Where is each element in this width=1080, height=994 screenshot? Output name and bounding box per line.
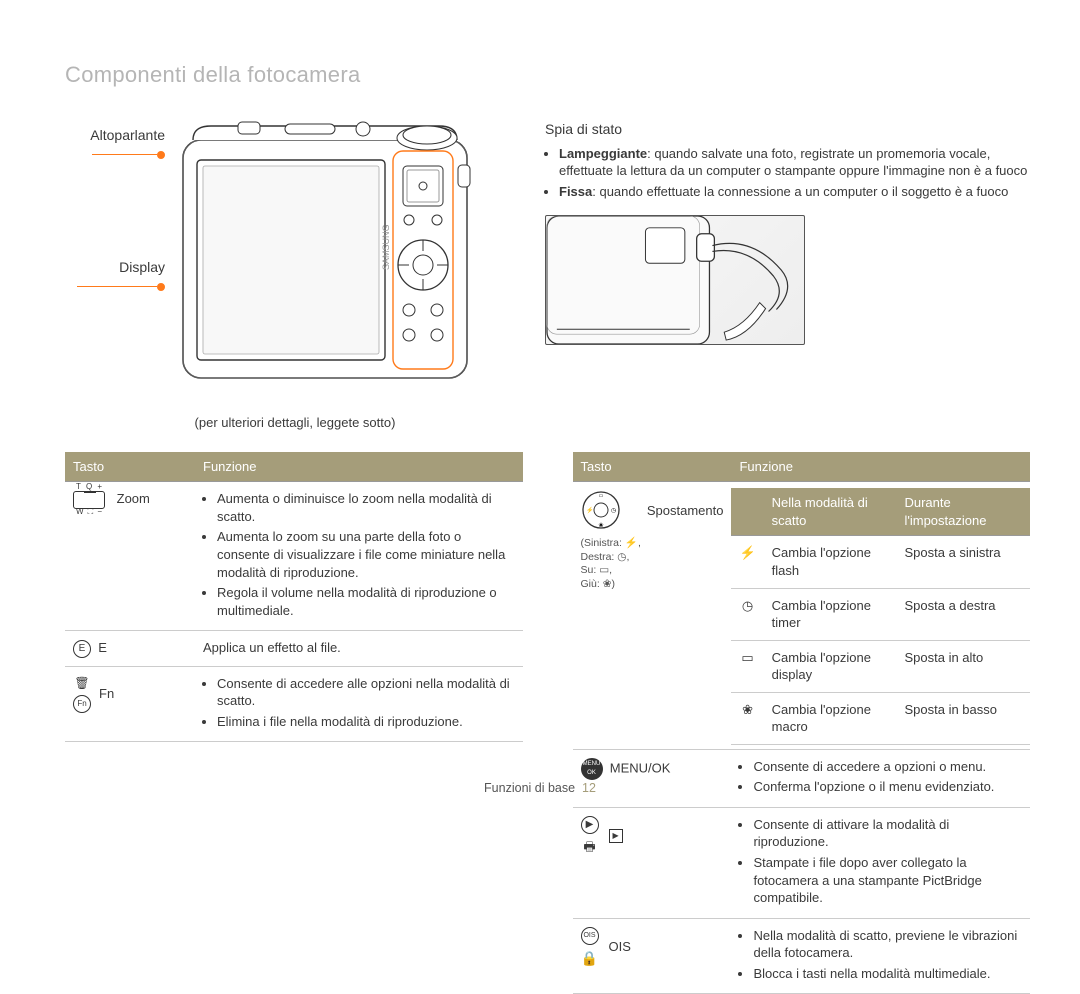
timer-icon: ◷: [731, 588, 763, 640]
svg-text:SAMSUNG: SAMSUNG: [381, 224, 391, 270]
camera-diagram-block: Altoparlante Display: [65, 120, 475, 432]
inner-col1: Nella modalità di scatto: [764, 488, 897, 536]
e-label: E: [98, 640, 107, 655]
menu-label: MENU/OK: [610, 760, 671, 775]
nav-hints: (Sinistra: ⚡, Destra: ◷, Su: ▭, Giù: ❀): [581, 537, 641, 592]
cell-e-func: Applica un effetto al file.: [195, 631, 523, 667]
ois-label: OIS: [609, 938, 631, 956]
inner-col2: Durante l'impostazione: [896, 488, 1030, 536]
strap-closeup-illustration: [545, 215, 805, 345]
play-b1: Consente di attivare la modalità di ripr…: [753, 816, 1022, 851]
left-key-table: Tasto Funzione TQ+ W⛶− Zoom Aumenta o di…: [65, 452, 523, 743]
left-table-col: Tasto Funzione TQ+ W⛶− Zoom Aumenta o di…: [65, 452, 523, 994]
footer-label: Funzioni di base: [484, 781, 575, 795]
cell-play-func: Consente di attivare la modalità di ripr…: [731, 807, 1030, 918]
page-footer: Funzioni di base 12: [0, 780, 1080, 797]
svg-text:⚡: ⚡: [586, 506, 593, 514]
label-display-text: Display: [119, 259, 165, 275]
tables-row: Tasto Funzione TQ+ W⛶− Zoom Aumenta o di…: [65, 452, 1030, 994]
cell-zoom-key: TQ+ W⛶− Zoom: [65, 482, 195, 631]
svg-text:▭: ▭: [598, 493, 603, 499]
row-ois: OIS 🔒 OIS Nella modalità di scatto, prev…: [573, 918, 1031, 994]
fn-label: Fn: [99, 685, 114, 703]
zoom-rocker-icon: TQ+ W⛶−: [73, 491, 105, 509]
row-fn: 🗑 Fn Fn Consente di accedere alle opzion…: [65, 666, 523, 742]
nav-dial-icon: ▭ ❀ ⚡ ◷: [581, 490, 621, 530]
zoom-b3: Regola il volume nella modalità di ripro…: [217, 584, 515, 619]
status-title: Spia di stato: [545, 120, 1030, 139]
cell-ois-func: Nella modalità di scatto, previene le vi…: [731, 918, 1030, 994]
cell-fn-func: Consente di accedere alle opzioni nella …: [195, 666, 523, 742]
th-func: Funzione: [195, 452, 523, 482]
play-circle-icon: ▶: [581, 816, 599, 834]
th-func: Funzione: [731, 452, 1030, 482]
row-menu: MENUOK MENU/OK Consente di accedere a op…: [573, 749, 1031, 807]
page-title: Componenti della fotocamera: [65, 60, 1030, 90]
th-key: Tasto: [573, 452, 732, 482]
flash-icon: ⚡: [625, 537, 638, 549]
row-nav: ▭ ❀ ⚡ ◷ (Sinistra: ⚡, Destra: ◷, Su: ▭, …: [573, 482, 1031, 749]
fn-b2: Elimina i file nella modalità di riprodu…: [217, 713, 515, 731]
status-led-block: Spia di stato Lampeggiante: quando salva…: [545, 120, 1030, 432]
svg-text:❀: ❀: [598, 522, 603, 529]
cell-menu-key: MENUOK MENU/OK: [573, 749, 732, 807]
menu-b1: Consente di accedere a opzioni o menu.: [753, 758, 1022, 776]
cell-play-key: ▶ 🖶: [573, 807, 732, 918]
top-row: Altoparlante Display: [65, 120, 1030, 432]
cell-ois-key: OIS 🔒 OIS: [573, 918, 732, 994]
status-blinking-label: Lampeggiante: [559, 146, 647, 161]
row-zoom: TQ+ W⛶− Zoom Aumenta o diminuisce lo zoo…: [65, 482, 523, 631]
cell-e-key: E E: [65, 631, 195, 667]
trash-icon: 🗑: [74, 675, 89, 691]
zoom-b1: Aumenta o diminuisce lo zoom nella modal…: [217, 490, 515, 525]
label-speaker-text: Altoparlante: [90, 127, 165, 143]
display-icon: ▭: [731, 640, 763, 692]
ois-button-icon: OIS: [581, 927, 599, 945]
diagram-caption: (per ulteriori dettagli, leggete sotto): [115, 414, 475, 432]
camera-back-illustration: SAMSUNG: [175, 120, 475, 405]
play-b2: Stampate i file dopo aver collegato la f…: [753, 854, 1022, 907]
zoom-label: Zoom: [117, 491, 150, 506]
row-play: ▶ 🖶 Consente di attivare la modalità di …: [573, 807, 1031, 918]
status-fixed-text: : quando effettuate la connessione a un …: [592, 184, 1008, 199]
zoom-b2: Aumenta lo zoom su una parte della foto …: [217, 528, 515, 581]
right-key-table: Tasto Funzione ▭ ❀ ⚡ ◷: [573, 452, 1031, 994]
label-display: Display: [65, 258, 165, 296]
display-icon: ▭: [599, 564, 609, 576]
right-table-col: Tasto Funzione ▭ ❀ ⚡ ◷: [573, 452, 1031, 994]
cell-nav-func: Nella modalità di scatto Durante l'impos…: [731, 482, 1030, 749]
row-e: E E Applica un effetto al file.: [65, 631, 523, 667]
cell-menu-func: Consente di accedere a opzioni o menu. C…: [731, 749, 1030, 807]
status-fixed: Fissa: quando effettuate la connessione …: [559, 183, 1030, 201]
status-bullets: Lampeggiante: quando salvate una foto, r…: [545, 145, 1030, 201]
svg-text:◷: ◷: [611, 508, 616, 514]
play-square-icon: [609, 829, 623, 843]
th-key: Tasto: [65, 452, 195, 482]
e-button-icon: E: [73, 640, 91, 658]
ois-b1: Nella modalità di scatto, previene le vi…: [753, 927, 1022, 962]
print-icon: 🖶: [583, 838, 595, 856]
macro-icon: ❀: [603, 578, 612, 590]
cell-nav-key: ▭ ❀ ⚡ ◷ (Sinistra: ⚡, Destra: ◷, Su: ▭, …: [573, 482, 732, 749]
cell-fn-key: 🗑 Fn Fn: [65, 666, 195, 742]
macro-icon: ❀: [731, 692, 763, 744]
menu-ok-icon: MENUOK: [581, 758, 603, 780]
lock-icon: 🔒: [581, 949, 598, 968]
fn-b1: Consente di accedere alle opzioni nella …: [217, 675, 515, 710]
footer-page-number: 12: [582, 781, 596, 795]
table-header-row: Tasto Funzione: [573, 452, 1031, 482]
flash-icon: ⚡: [731, 536, 763, 588]
cell-zoom-func: Aumenta o diminuisce lo zoom nella modal…: [195, 482, 523, 631]
fn-button-icon: Fn: [73, 695, 91, 713]
nav-label: Spostamento: [647, 490, 724, 520]
label-speaker: Altoparlante: [65, 126, 165, 164]
table-header-row: Tasto Funzione: [65, 452, 523, 482]
ois-b2: Blocca i tasti nella modalità multimedia…: [753, 965, 1022, 983]
status-fixed-label: Fissa: [559, 184, 592, 199]
nav-inner-table: Nella modalità di scatto Durante l'impos…: [731, 488, 1030, 744]
status-blinking: Lampeggiante: quando salvate una foto, r…: [559, 145, 1030, 180]
